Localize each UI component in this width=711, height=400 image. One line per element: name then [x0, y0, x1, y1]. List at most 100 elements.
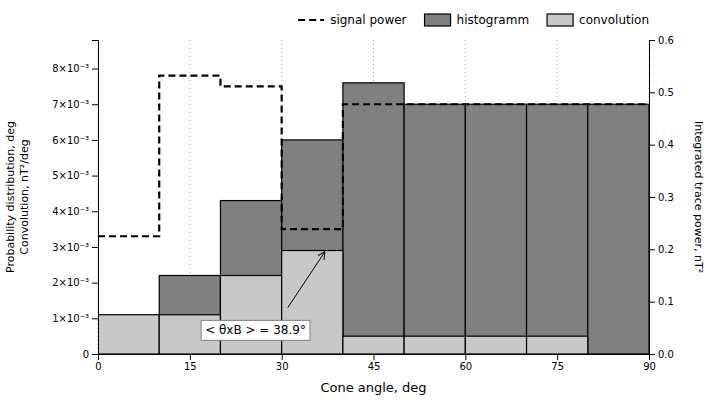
tick: 0	[95, 354, 101, 372]
bar	[588, 353, 649, 354]
y2-axis: 0.0 0.1 0.2 0.3 0.4 0.5 0.6	[649, 35, 674, 360]
tick: 0.2	[649, 244, 674, 255]
tick-mark	[649, 249, 655, 250]
tick-mark	[649, 145, 655, 146]
tick-label: 0.3	[658, 192, 674, 203]
tick: 3×10⁻³	[52, 242, 98, 253]
tick: 4×10⁻³	[52, 206, 98, 217]
annotation-arrow	[288, 252, 325, 307]
tick-label: 5×10⁻³	[52, 170, 89, 181]
y-axis-title-line: Probability distribution, deg	[4, 121, 17, 273]
tick-label: 0.1	[658, 296, 674, 307]
bar	[465, 104, 526, 354]
tick-label: 0	[95, 361, 101, 372]
tick-mark	[465, 354, 466, 360]
tick-mark	[92, 247, 98, 248]
tick: 30	[276, 354, 289, 372]
legend-swatch	[425, 14, 451, 26]
tick: 0.3	[649, 192, 674, 203]
tick: 1×10⁻³	[52, 313, 98, 324]
bar	[98, 315, 159, 354]
x-axis: 0 15 30 45 60 75 90	[95, 354, 656, 372]
tick-label: 0.6	[658, 35, 674, 46]
tick: 8×10⁻³	[52, 63, 98, 74]
bar	[343, 336, 404, 354]
legend-swatch	[298, 19, 324, 21]
y-axis: 0 1×10⁻³ 2×10⁻³ 3×10⁻³ 4×10⁻³ 5×10⁻³ 6×10⁻³ 7×1…	[52, 41, 98, 360]
tick: 6×10⁻³	[52, 135, 98, 146]
bar	[465, 336, 526, 354]
tick-label: 4×10⁻³	[52, 206, 89, 217]
tick-label: 15	[184, 361, 197, 372]
bar	[527, 336, 588, 354]
tick: 60	[459, 354, 472, 372]
tick-mark	[92, 211, 98, 212]
tick-label: 3×10⁻³	[52, 242, 89, 253]
tick-mark	[92, 140, 98, 141]
plot: 0 15 30 45 60 75 90 0 1×10⁻³ 2×10⁻³ 3×10⁻³ 4×10⁻³ 5×…	[4, 35, 705, 395]
tick-mark	[649, 197, 655, 198]
tick-label: 1×10⁻³	[52, 313, 89, 324]
tick-label: 0.4	[658, 139, 674, 150]
annotation-box	[201, 320, 310, 340]
tick-label: 90	[643, 361, 656, 372]
tick-mark	[649, 40, 655, 41]
bar	[343, 83, 404, 354]
bar	[220, 276, 281, 355]
marks	[98, 76, 649, 354]
tick: 45	[368, 354, 381, 372]
tick-label: 45	[368, 361, 381, 372]
tick-mark	[92, 354, 98, 355]
tick-label: 0.2	[658, 244, 674, 255]
bar	[404, 336, 465, 354]
tick-mark	[374, 354, 375, 360]
tick: 75	[551, 354, 564, 372]
tick-mark	[190, 354, 191, 360]
tick-label: 30	[276, 361, 289, 372]
x-axis-title: Cone angle, deg	[320, 380, 426, 395]
tick-mark	[92, 104, 98, 105]
tick-label: 0	[83, 349, 89, 360]
bar	[404, 104, 465, 354]
tick-mark	[649, 302, 655, 303]
tick: 0.5	[649, 87, 674, 98]
tick-label: 0.0	[658, 349, 674, 360]
legend: signal power histogramm convolution	[298, 13, 649, 27]
chart: 0 15 30 45 60 75 90 0 1×10⁻³ 2×10⁻³ 3×10⁻³ 4×10⁻³ 5×…	[0, 0, 711, 400]
y2-axis-title: Integrated trace power, nT²	[692, 121, 705, 273]
tick: 15	[184, 354, 197, 372]
tick-mark	[92, 176, 98, 177]
tick: 2×10⁻³	[52, 277, 98, 288]
legend-label: signal power	[330, 13, 406, 27]
tick: 0.6	[649, 35, 674, 46]
tick: 0	[83, 349, 98, 360]
legend-item: histogramm	[425, 13, 530, 27]
axis-line	[92, 41, 99, 355]
tick-label: 0.5	[658, 87, 674, 98]
y-axis-title-line: Convolution, nT²/deg	[18, 139, 31, 254]
annotation: < θxB > = 38.9°	[205, 323, 306, 337]
bar-series	[98, 251, 588, 354]
tick-label: 8×10⁻³	[52, 63, 89, 74]
bar	[527, 104, 588, 354]
bar	[588, 104, 649, 354]
tick-mark	[649, 354, 655, 355]
annotations: < θxB > = 38.9°	[201, 252, 324, 340]
tick-mark	[92, 318, 98, 319]
bar	[159, 276, 220, 355]
tick: 0.0	[649, 349, 674, 360]
tick-label: 2×10⁻³	[52, 277, 89, 288]
tick: 0.1	[649, 296, 674, 307]
legend-label: convolution	[579, 13, 649, 27]
line	[98, 76, 649, 237]
axis-line	[650, 41, 656, 355]
tick-label: 6×10⁻³	[52, 135, 89, 146]
tick-mark	[92, 69, 98, 70]
grid	[98, 40, 649, 354]
tick-mark	[282, 354, 283, 360]
tick-label: 60	[459, 361, 472, 372]
tick-label: 75	[551, 361, 564, 372]
tick-label: 7×10⁻³	[52, 99, 89, 110]
tick-mark	[649, 92, 655, 93]
tick: 5×10⁻³	[52, 170, 98, 181]
